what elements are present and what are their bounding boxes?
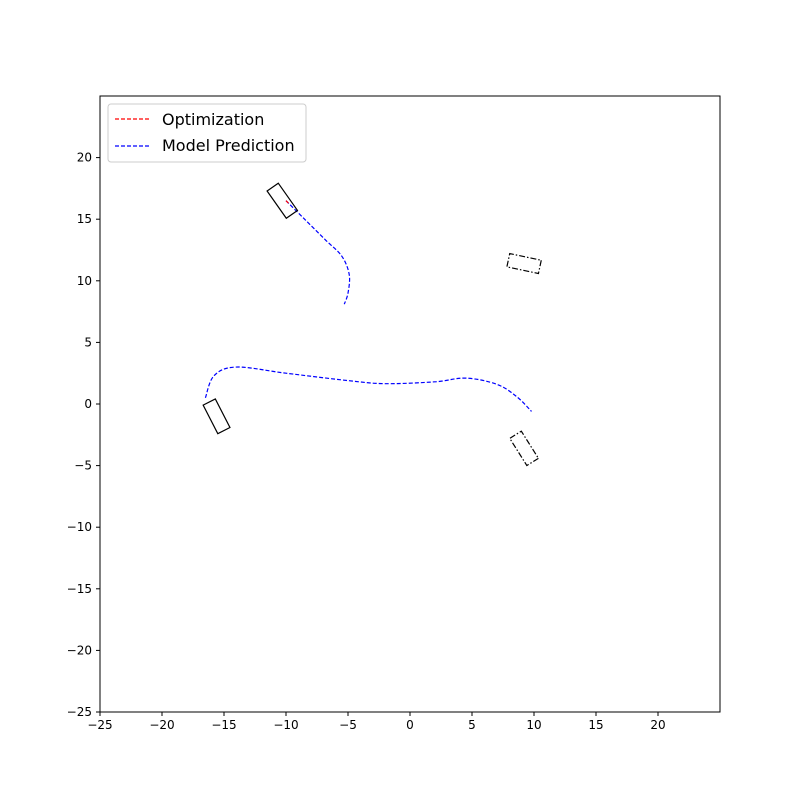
x-tick-label: 15 xyxy=(588,718,603,732)
x-tick-label: −15 xyxy=(211,718,236,732)
legend-label-optimization: Optimization xyxy=(162,110,264,129)
legend: Optimization Model Prediction xyxy=(107,103,307,163)
x-tick-label: 5 xyxy=(468,718,476,732)
vehicle-layer xyxy=(202,182,542,467)
y-tick-label: 5 xyxy=(84,335,92,349)
series-line-model-prediction xyxy=(204,366,532,412)
legend-box xyxy=(107,103,307,163)
vehicle-box-4 xyxy=(508,430,540,467)
x-tick-label: 20 xyxy=(650,718,665,732)
x-tick-label: −25 xyxy=(87,718,112,732)
x-tick-label: −5 xyxy=(339,718,357,732)
series-line-optimization xyxy=(285,200,289,204)
x-tick-label: 0 xyxy=(406,718,414,732)
y-tick-label: −20 xyxy=(67,643,92,657)
series-line-model-prediction xyxy=(285,200,351,305)
y-tick-label: −10 xyxy=(67,520,92,534)
vehicle-box-1 xyxy=(266,182,299,220)
x-tick-label: 10 xyxy=(526,718,541,732)
y-tick-label: −15 xyxy=(67,582,92,596)
y-tick-label: −25 xyxy=(67,705,92,719)
y-tick-label: 15 xyxy=(77,212,92,226)
legend-label-model-prediction: Model Prediction xyxy=(162,136,295,155)
vehicle-box-3 xyxy=(506,252,542,275)
y-tick-label: 10 xyxy=(77,274,92,288)
x-tick-label: −20 xyxy=(149,718,174,732)
y-tick-label: −5 xyxy=(74,459,92,473)
x-tick-label: −10 xyxy=(273,718,298,732)
series-layer xyxy=(204,200,532,412)
y-tick-label: 0 xyxy=(84,397,92,411)
x-axis: −25 −20 −15 −10 −5 0 5 10 15 20 xyxy=(87,712,666,732)
y-axis: −25 −20 −15 −10 −5 0 5 10 15 20 xyxy=(67,151,100,719)
vehicle-box-2 xyxy=(202,398,231,435)
y-tick-label: 20 xyxy=(77,151,92,165)
